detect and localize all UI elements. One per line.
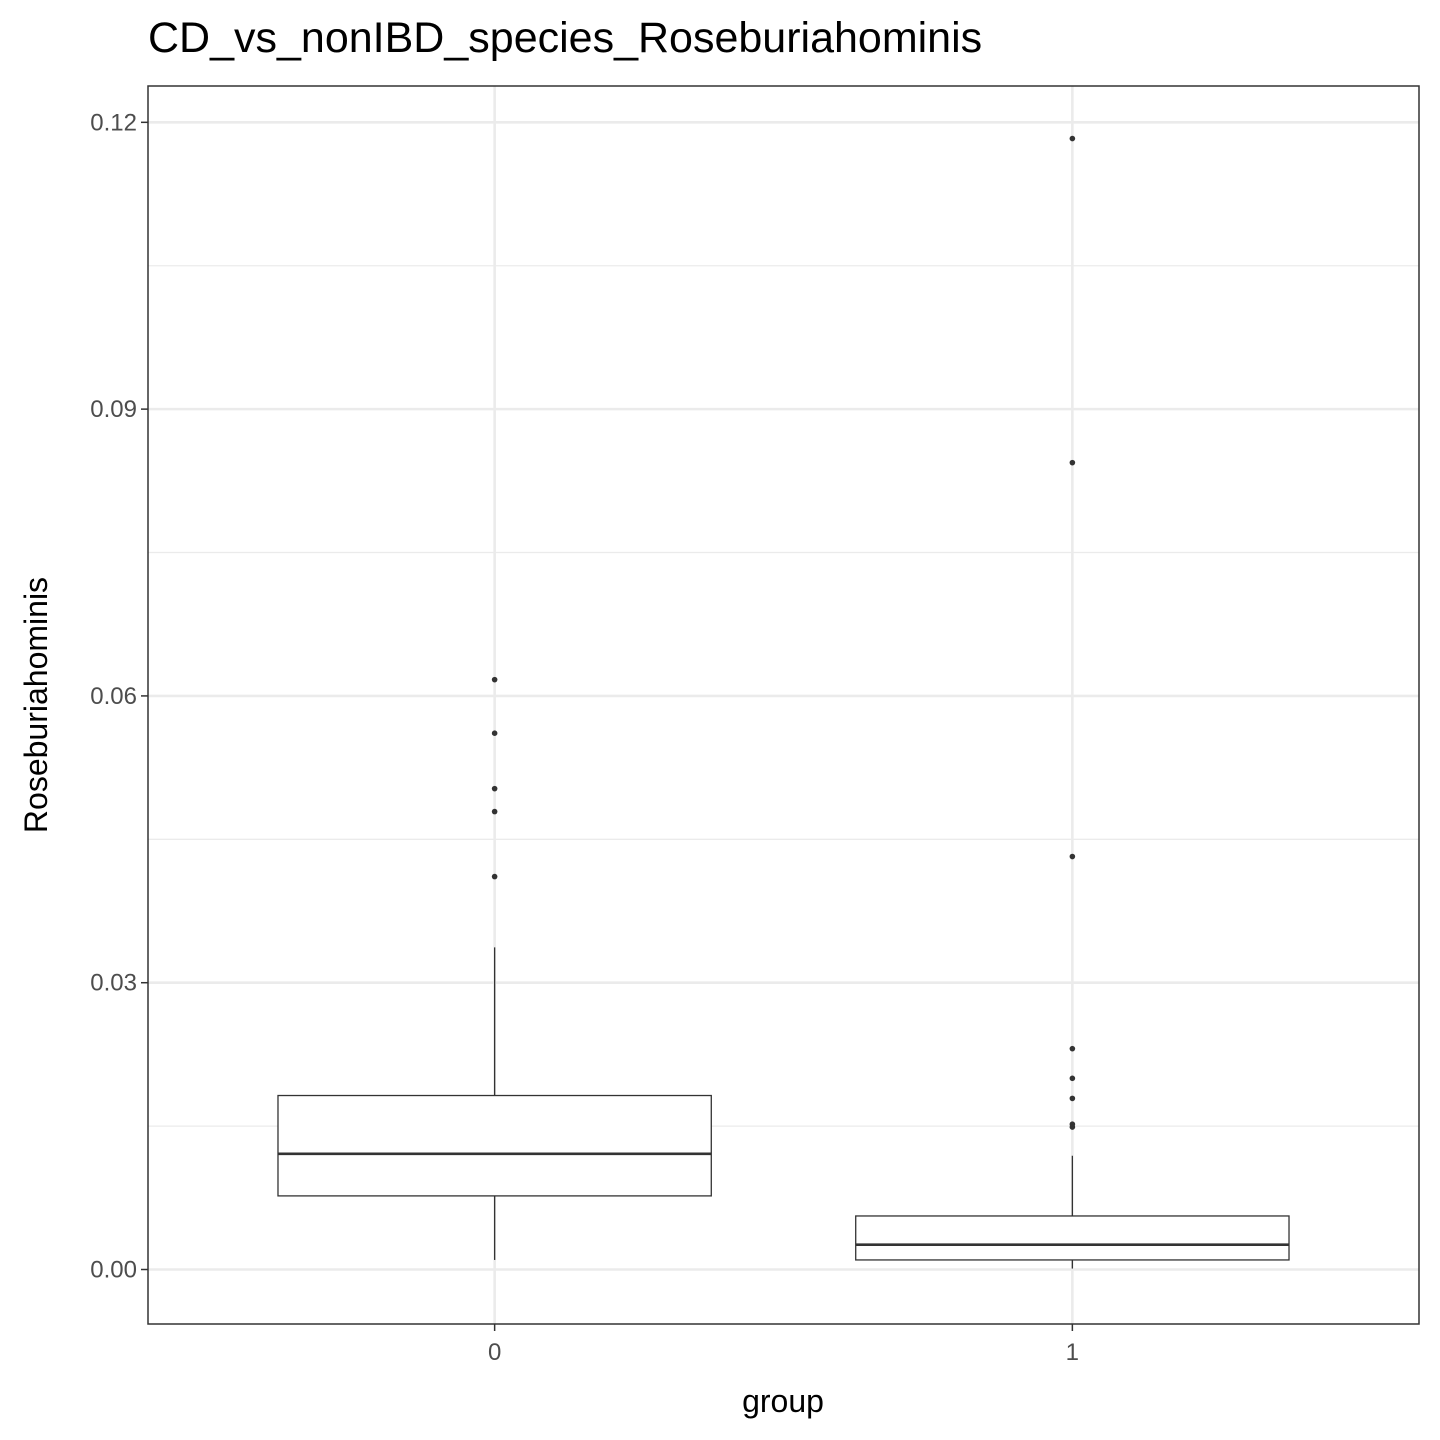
box-iqr — [277, 1094, 712, 1197]
outlier-point — [1069, 853, 1076, 860]
y-axis-title: Roseburiahominis — [18, 577, 54, 833]
outlier-point — [1069, 135, 1076, 142]
outlier-point — [1069, 1095, 1076, 1102]
x-axis-title: group — [742, 1383, 824, 1419]
panel-border — [147, 85, 1420, 1325]
outlier-point — [1069, 1124, 1076, 1130]
outlier-point — [491, 808, 498, 815]
y-tick-label: 0.09 — [90, 396, 137, 423]
outlier-point — [1069, 1045, 1076, 1052]
outlier-point — [491, 785, 498, 792]
box-iqr — [855, 1215, 1290, 1261]
outlier-point — [491, 676, 498, 683]
box-group-0 — [277, 676, 712, 1260]
y-tick-label: 0.00 — [90, 1257, 137, 1284]
box-group-1 — [855, 135, 1290, 1269]
y-tick-label: 0.03 — [90, 970, 137, 997]
x-tick-label: 0 — [488, 1339, 501, 1366]
outlier-point — [491, 873, 498, 880]
box-layer — [277, 135, 1290, 1269]
outlier-point — [491, 730, 498, 737]
chart-title: CD_vs_nonIBD_species_Roseburiahominis — [148, 14, 983, 62]
axis-layer: 0.00 0.03 0.06 0.09 0.12 0 1 — [90, 109, 1079, 1366]
y-tick-label: 0.06 — [90, 683, 137, 710]
x-tick-label: 1 — [1066, 1339, 1079, 1366]
y-tick-label: 0.12 — [90, 109, 137, 136]
outlier-point — [1069, 1075, 1076, 1082]
outlier-point — [1069, 459, 1076, 466]
